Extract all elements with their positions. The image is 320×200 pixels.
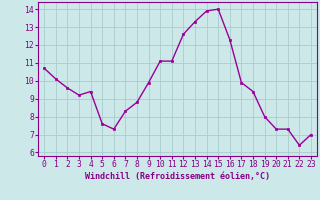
X-axis label: Windchill (Refroidissement éolien,°C): Windchill (Refroidissement éolien,°C) bbox=[85, 172, 270, 181]
